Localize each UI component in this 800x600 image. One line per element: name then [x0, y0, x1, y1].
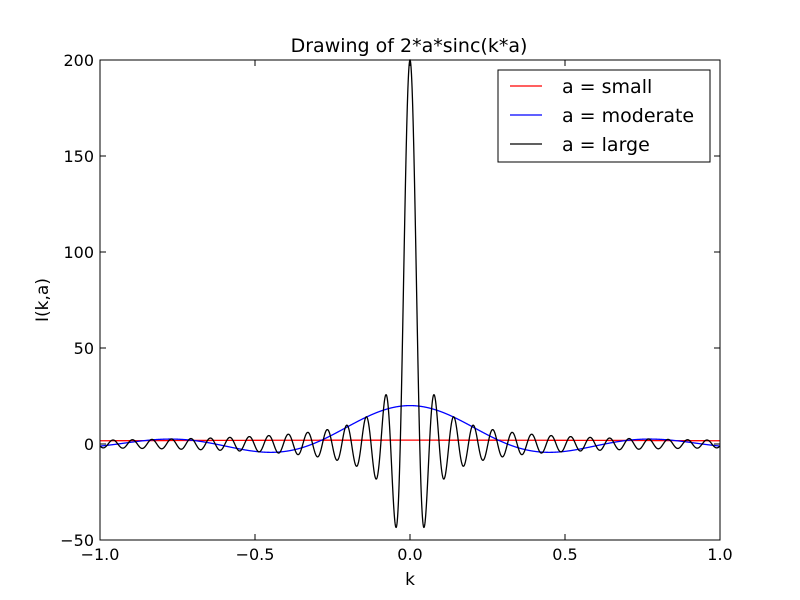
y-tick-label: 200	[63, 51, 94, 70]
y-tick-label: 150	[63, 147, 94, 166]
x-tick-label: 0.5	[552, 545, 577, 564]
x-tick-label: −1.0	[81, 545, 120, 564]
legend: a = small a = moderate a = large	[497, 69, 711, 163]
legend-label-moderate: a = moderate	[562, 105, 694, 127]
y-tick-label: 50	[74, 339, 94, 358]
axis-ticks: −1.0 −0.5 0.0 0.5 1.0 −50 0 50 100 150 200	[60, 51, 732, 564]
x-tick-label: −0.5	[236, 545, 275, 564]
series-line-1	[99, 404, 721, 453]
y-tick-label: −50	[60, 531, 94, 550]
legend-label-small: a = small	[562, 76, 652, 98]
chart-title: Drawing of 2*a*sinc(k*a)	[291, 35, 528, 57]
series-line-0	[100, 439, 720, 442]
x-tick-label: 0.0	[397, 545, 422, 564]
y-axis-label: I(k,a)	[33, 278, 53, 322]
y-tick-label: 0	[84, 435, 94, 454]
y-tick-label: 100	[63, 243, 94, 262]
legend-box	[497, 69, 711, 163]
legend-label-large: a = large	[562, 134, 650, 156]
x-axis-label: k	[405, 570, 415, 590]
x-tick-label: 1.0	[707, 545, 732, 564]
